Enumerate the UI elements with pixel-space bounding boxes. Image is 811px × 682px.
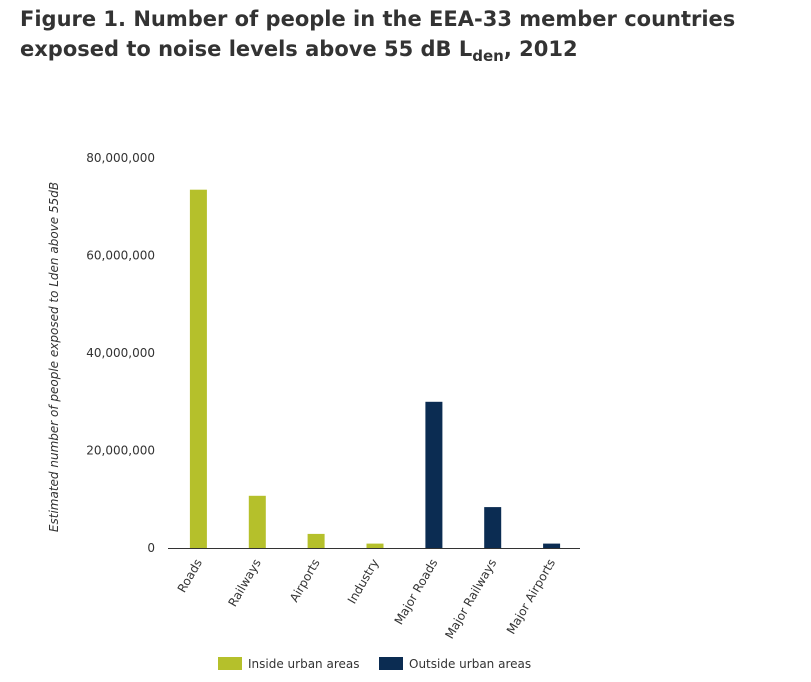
legend-swatch (218, 657, 242, 670)
chart-title: Figure 1. Number of people in the EEA-33… (20, 4, 805, 64)
legend-item-outside[interactable]: Outside urban areas (379, 657, 531, 671)
y-axis: 0 20,000,000 40,000,000 60,000,000 80,000,00… (86, 151, 155, 555)
x-tick-label: Railways (225, 557, 263, 610)
x-tick-label: Roads (175, 557, 205, 596)
x-tick-label: Major Airports (504, 557, 558, 637)
y-tick-label: 80,000,000 (86, 151, 155, 165)
x-tick-label: Airports (287, 557, 323, 605)
legend-swatch (379, 657, 403, 670)
bar-major-airports[interactable] (543, 543, 561, 548)
x-axis: Roads Railways Airports Industry Major Roads… (168, 548, 580, 642)
bar-railways[interactable] (248, 495, 266, 548)
legend: Inside urban areas Outside urban areas (218, 657, 531, 671)
y-tick-label: 40,000,000 (86, 346, 155, 360)
legend-label: Inside urban areas (248, 657, 360, 671)
chart-title-main: Figure 1. Number of people in the EEA-33… (20, 7, 736, 61)
bar-major-railways[interactable] (484, 507, 502, 548)
legend-item-inside[interactable]: Inside urban areas (218, 657, 360, 671)
x-tick-label: Industry (345, 557, 382, 607)
legend-label: Outside urban areas (409, 657, 531, 671)
y-axis-label: Estimated number of people exposed to Ld… (47, 182, 61, 532)
y-tick-label: 60,000,000 (86, 249, 155, 263)
chart-title-suffix: , 2012 (503, 37, 578, 61)
chart-title-subscript: den (472, 47, 504, 65)
y-tick-label: 20,000,000 (86, 444, 155, 458)
bar-industry[interactable] (366, 543, 384, 548)
bars (189, 189, 561, 549)
x-tick-label: Major Railways (442, 557, 499, 642)
y-tick-label: 0 (147, 541, 155, 555)
bar-airports[interactable] (307, 533, 325, 548)
x-tick-label: Major Roads (392, 557, 441, 628)
bar-major-roads[interactable] (425, 401, 443, 549)
bar-roads[interactable] (189, 189, 207, 548)
